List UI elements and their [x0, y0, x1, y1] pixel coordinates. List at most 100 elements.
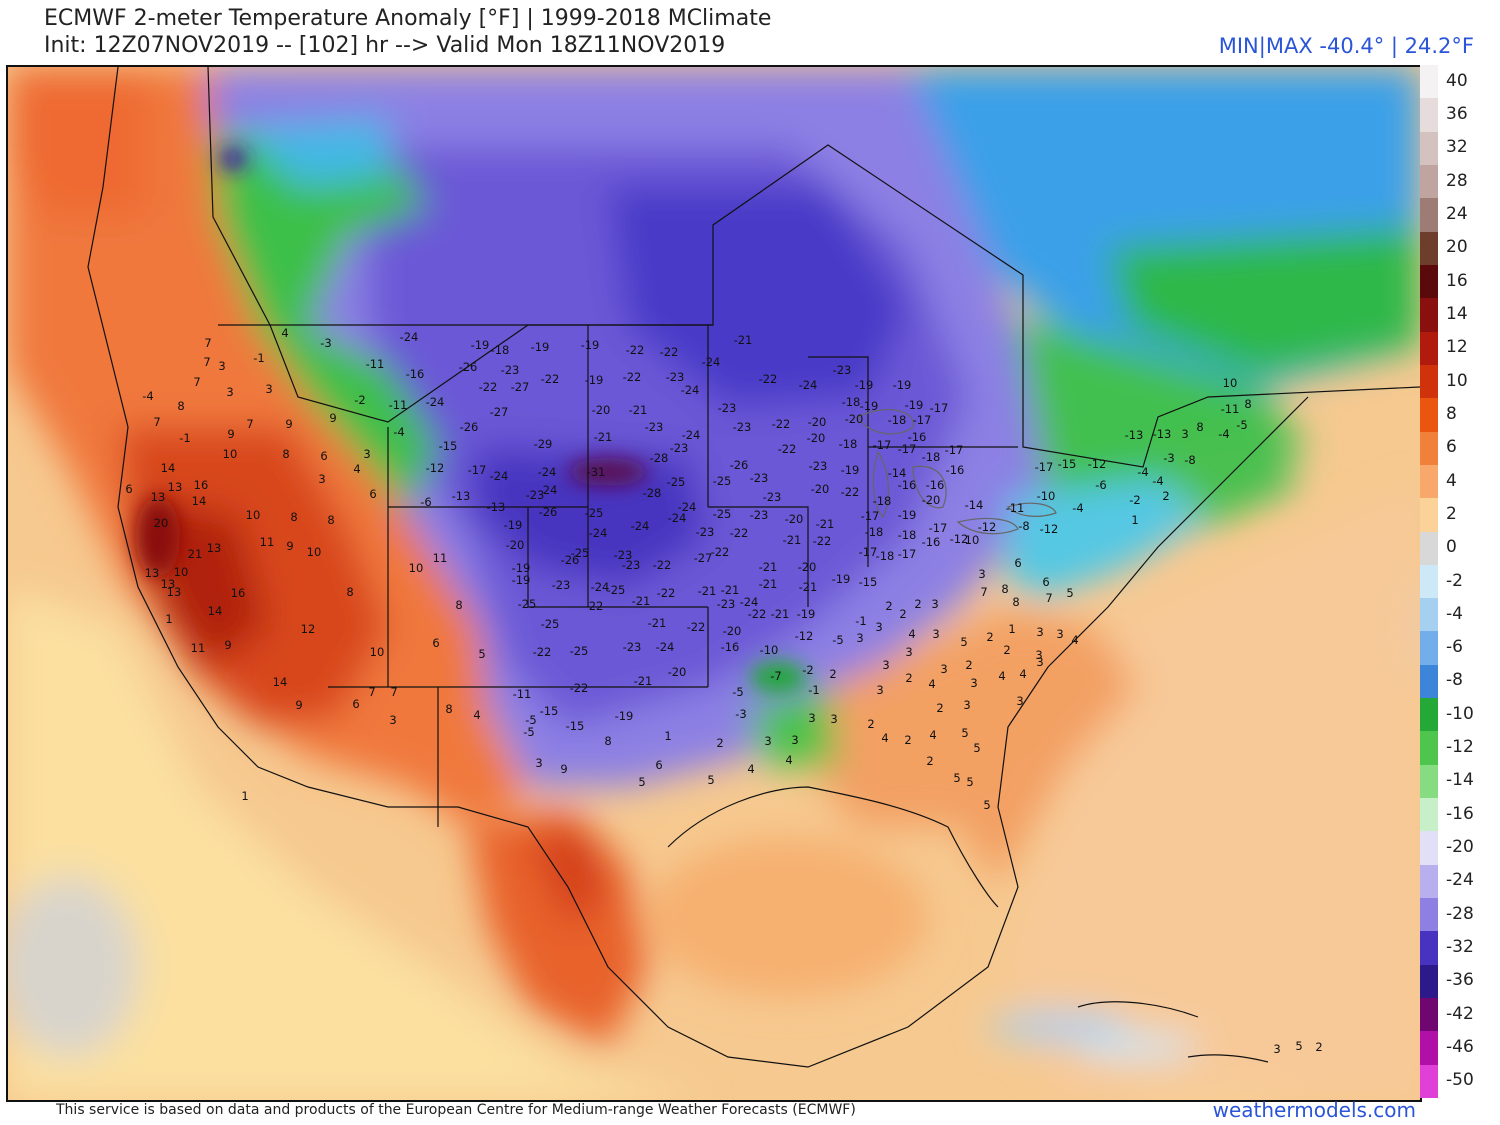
anomaly-value-label: 11 — [260, 535, 275, 549]
anomaly-value-label: 2 — [867, 717, 874, 731]
site-link[interactable]: weathermodels.com — [1212, 1098, 1416, 1122]
anomaly-value-label: 5 — [973, 741, 980, 755]
anomaly-value-label: 13 — [161, 577, 176, 591]
anomaly-value-label: -11 — [513, 687, 532, 701]
anomaly-value-label: -4 — [1218, 427, 1229, 441]
anomaly-value-label: -26 — [539, 505, 558, 519]
anomaly-value-label: 3 — [882, 658, 889, 672]
anomaly-value-label: -1 — [855, 614, 866, 628]
colorbar-swatch — [1420, 664, 1438, 699]
anomaly-value-label: -17 — [898, 442, 917, 456]
anomaly-value-label: 7 — [1045, 591, 1052, 605]
anomaly-value-label: -1 — [179, 431, 190, 445]
anomaly-value-label: 5 — [960, 635, 967, 649]
anomaly-value-label: -23 — [501, 363, 520, 377]
anomaly-value-label: 8 — [1012, 595, 1019, 609]
anomaly-value-label: 3 — [830, 712, 837, 726]
anomaly-field — [8, 67, 1420, 1100]
colorbar-label: 20 — [1446, 237, 1468, 258]
colorbar-label: -14 — [1446, 770, 1474, 791]
anomaly-value-label: 4 — [785, 753, 792, 767]
colorbar-swatch — [1420, 498, 1438, 532]
anomaly-value-label: -20 — [808, 415, 827, 429]
colorbar-label: 24 — [1446, 203, 1468, 224]
anomaly-value-label: 7 — [193, 375, 200, 389]
anomaly-value-label: -19 — [581, 338, 600, 352]
anomaly-value-label: -19 — [860, 399, 879, 413]
anomaly-value-label: 6 — [352, 697, 359, 711]
anomaly-value-label: -21 — [594, 430, 613, 444]
anomaly-value-label: 4 — [908, 627, 915, 641]
colorbar-swatch — [1420, 998, 1438, 1032]
colorbar-label: 4 — [1446, 470, 1457, 491]
anomaly-value-label: -15 — [1058, 457, 1077, 471]
anomaly-value-label: -21 — [783, 533, 802, 547]
anomaly-value-label: 3 — [1036, 625, 1043, 639]
anomaly-value-label: -25 — [570, 644, 589, 658]
anomaly-value-label: -23 — [645, 420, 664, 434]
colorbar-label: -16 — [1446, 803, 1474, 824]
colorbar-swatch — [1420, 464, 1438, 499]
colorbar-label: 32 — [1446, 137, 1468, 158]
anomaly-value-label: 21 — [188, 547, 203, 561]
colorbar-swatch — [1420, 331, 1438, 366]
anomaly-value-label: -22 — [585, 599, 604, 613]
anomaly-value-label: -24 — [400, 330, 419, 344]
anomaly-value-label: -18 — [922, 450, 941, 464]
colorbar-label: -24 — [1446, 870, 1474, 891]
colorbar-label: -36 — [1446, 970, 1474, 991]
anomaly-value-label: 10 — [246, 508, 261, 522]
anomaly-value-label: 13 — [167, 585, 182, 599]
anomaly-map[interactable]: -24 -19 -18 -19 -19 -22 -22 -21 -11 -16 -26 -23 -27-… — [6, 65, 1422, 1102]
colorbar-swatch — [1420, 698, 1438, 732]
anomaly-value-label: -19 — [855, 378, 874, 392]
anomaly-value-label: 10 — [223, 447, 238, 461]
anomaly-value-label: 12 — [301, 622, 316, 636]
anomaly-value-label: 3 — [808, 711, 815, 725]
anomaly-value-label: 9 — [224, 638, 231, 652]
anomaly-value-label: -25 — [571, 546, 590, 560]
anomaly-value-label: -23 — [622, 558, 641, 572]
colorbar-label: 10 — [1446, 370, 1468, 391]
anomaly-value-label: 3 — [363, 447, 370, 461]
anomaly-value-label: -13 — [487, 500, 506, 514]
anomaly-value-label: -10 — [760, 643, 779, 657]
anomaly-value-label: 3 — [876, 683, 883, 697]
anomaly-value-label: 3 — [1035, 648, 1042, 662]
anomaly-value-label: 16 — [194, 478, 209, 492]
anomaly-value-label: -25 — [585, 506, 604, 520]
anomaly-value-label: -5 — [523, 725, 534, 739]
anomaly-value-label: -20 — [785, 512, 804, 526]
anomaly-value-label: 8 — [327, 513, 334, 527]
anomaly-value-label: 3 — [1273, 1042, 1280, 1056]
anomaly-value-label: -15 — [566, 719, 585, 733]
anomaly-value-label: -22 — [813, 534, 832, 548]
anomaly-value-label: -17 — [873, 438, 892, 452]
anomaly-value-label: 11 — [433, 551, 448, 565]
anomaly-value-label: 2 — [1003, 643, 1010, 657]
colorbar-label: -12 — [1446, 737, 1474, 758]
anomaly-value-label: -23 — [670, 441, 689, 455]
anomaly-value-label: 4 — [281, 326, 288, 340]
anomaly-value-label: 8 — [1244, 397, 1251, 411]
anomaly-value-label: -17 — [1035, 460, 1054, 474]
anomaly-value-label: -4 — [393, 425, 404, 439]
anomaly-value-label: 5 — [961, 726, 968, 740]
anomaly-value-label: -20 — [506, 538, 525, 552]
colorbar-swatch — [1420, 764, 1438, 799]
anomaly-value-label: 8 — [1001, 582, 1008, 596]
anomaly-value-label: 5 — [953, 771, 960, 785]
anomaly-value-label: -24 — [631, 519, 650, 533]
anomaly-value-label: -24 — [589, 526, 608, 540]
anomaly-value-label: 8 — [282, 447, 289, 461]
anomaly-value-label: 14 — [192, 494, 207, 508]
anomaly-value-label: -24 — [490, 469, 509, 483]
anomaly-value-label: -22 — [653, 558, 672, 572]
anomaly-value-label: 1 — [664, 729, 671, 743]
colorbar-label: -4 — [1446, 603, 1463, 624]
anomaly-value-label: -2 — [802, 663, 813, 677]
anomaly-value-label: -7 — [770, 669, 781, 683]
anomaly-value-label: -21 — [734, 333, 753, 347]
anomaly-value-label: 1 — [1131, 513, 1138, 527]
anomaly-value-label: -25 — [713, 507, 732, 521]
